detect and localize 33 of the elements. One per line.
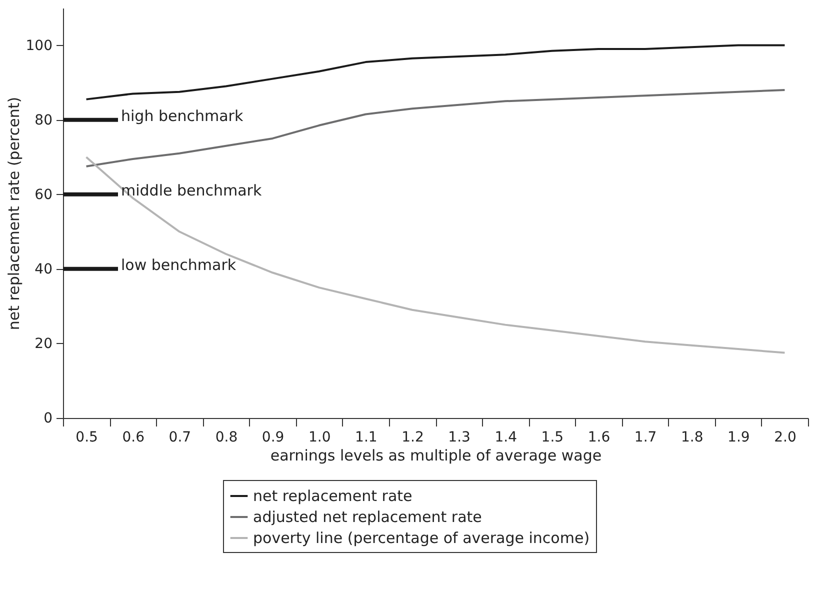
y-tick-label: 40 bbox=[34, 261, 52, 278]
x-tick-label: 0.5 bbox=[76, 430, 98, 446]
x-tick-label: 1.8 bbox=[680, 430, 704, 446]
line-series bbox=[85, 156, 786, 354]
ref-line-label: high benchmark bbox=[121, 106, 244, 125]
legend-label: net replacement rate bbox=[253, 487, 412, 505]
y-tick-label: 80 bbox=[34, 112, 52, 128]
x-tick-label: 1.4 bbox=[494, 430, 518, 446]
x-tick-label: 1.5 bbox=[541, 430, 564, 446]
ref-line-label: middle benchmark bbox=[121, 181, 262, 200]
x-tick-label: 1.0 bbox=[308, 430, 331, 446]
legend-label: poverty line (percentage of average income) bbox=[253, 529, 590, 547]
x-tick-label: 0.6 bbox=[122, 430, 145, 446]
y-tick-label: 100 bbox=[26, 38, 52, 54]
x-tick-label: 1.2 bbox=[402, 430, 424, 446]
x-tick-label: 0.7 bbox=[168, 430, 192, 446]
line-series bbox=[85, 44, 786, 100]
x-tick-label: 1.3 bbox=[448, 430, 470, 446]
x-tick-label: 0.8 bbox=[215, 430, 238, 446]
line-series bbox=[85, 89, 786, 168]
y-tick-label: 60 bbox=[34, 186, 52, 203]
x-tick-label: 1.9 bbox=[728, 430, 750, 446]
x-axis-title: earnings levels as multiple of average wage bbox=[270, 446, 602, 464]
ref-line-label: low benchmark bbox=[121, 256, 236, 274]
x-tick-label: 1.7 bbox=[634, 430, 657, 446]
x-tick-label: 0.9 bbox=[262, 430, 284, 446]
y-tick-label: 0 bbox=[44, 410, 52, 426]
x-tick-label: 1.1 bbox=[355, 430, 378, 446]
legend-label: adjusted net replacement rate bbox=[253, 508, 482, 526]
y-tick-label: 20 bbox=[34, 336, 52, 352]
y-axis-title: net replacement rate (percent) bbox=[4, 96, 23, 330]
x-tick-label: 2.0 bbox=[774, 430, 796, 446]
x-tick-label: 1.6 bbox=[588, 430, 610, 446]
